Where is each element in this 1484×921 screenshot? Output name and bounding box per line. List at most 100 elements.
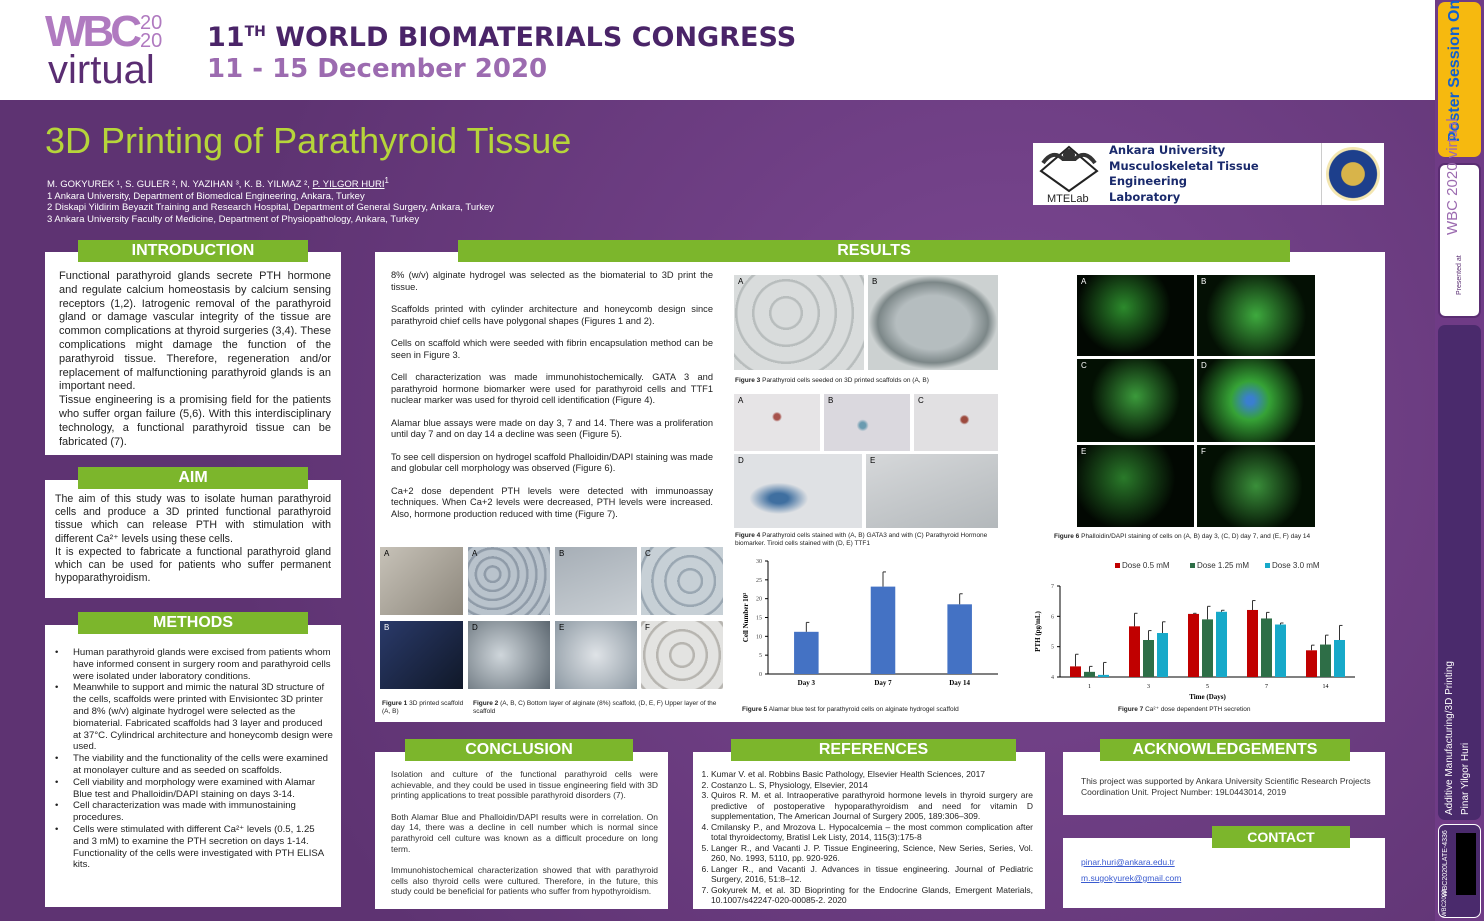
legend-label: Dose 0.5 mM [1122,561,1170,570]
methods-heading: METHODS [78,612,308,634]
figure4-image-a: A [734,394,820,451]
bar [794,631,819,674]
bar [1216,611,1227,677]
y-tick-label: 25 [756,578,762,584]
y-tick-label: 20 [756,597,762,603]
authors-block: M. GOKYUREK ¹, S. GULER ², N. YAZIHAN ³,… [47,175,494,225]
acknowledgements-section: This project was supported by Ankara Uni… [1063,752,1385,815]
bar [1157,633,1168,677]
bar [870,586,896,674]
figure7-chart: 4 5 6 7 1 3 5 7 14 PTH (pg/mL) Time (Days) Dose 0.5… [1034,561,1355,701]
bodybuilder-icon [1039,145,1099,193]
bar [1306,650,1317,677]
introduction-section: Functional parathyroid glands secrete PT… [45,252,341,455]
bar [1143,639,1154,677]
email-link[interactable]: pinar.huri@ankara.edu.tr [1081,857,1175,867]
y-tick-label: 7 [1051,584,1054,590]
bar [1261,618,1272,677]
figure2-image-a: A [468,547,550,615]
figure4-caption: Figure 4 Parathyroid cells stained with … [735,532,988,547]
conclusion-heading: CONCLUSION [405,739,633,761]
figure5-chart: 0 5 10 15 20 25 30 Day 3 Day 7 Day 14 Cell Number … [742,559,998,687]
legend-swatch [1265,563,1270,568]
figure2-caption: Figure 2 (A, B, C) Bottom layer of algin… [473,700,717,715]
bar [1084,671,1095,677]
figure6-image-e: E [1077,445,1194,527]
congress-dates: 11 - 15 December 2020 [207,54,548,84]
reference-item: Langer R., and Vacanti J. P. Tissue Engi… [711,843,1033,864]
reference-item: Langer R., and Vacanti J. Advances in ti… [711,864,1033,885]
aim-heading: AIM [78,467,308,489]
affiliation: 2 Diskapi Yildirim Beyazit Training and … [47,202,495,214]
x-tick-label: 1 [1088,684,1091,690]
contact-heading: CONTACT INFORMATION [1212,826,1350,867]
congress-header: WBC 20 20 virtual 11TH WORLD BIOMATERIALS… [0,0,1435,100]
figure6-image-a: A [1077,275,1194,356]
reference-item: Gokyurek M, et al. 3D Bioprinting for th… [711,885,1033,906]
bar [1129,626,1140,677]
figure4-image-b: B [824,394,910,451]
methods-item: Cell characterization was made with immu… [49,800,333,824]
session-sidebar: Poster Session Online WBC 2020 virtual P… [1435,0,1484,921]
results-heading: RESULTS [458,240,1290,262]
figure3-image-b: B [868,275,998,370]
x-tick-label: Day 3 [798,679,816,687]
figure2-image-e: E [555,621,637,689]
wbc-logo-year: 20 20 [140,12,163,52]
x-axis-label: Time (Days) [1189,693,1226,701]
acknowledgements-text: This project was supported by Ankara Uni… [1081,776,1371,797]
figure1-caption: Figure 1 3D printed scaffold (A, B) [382,700,464,715]
presenter-name: Pinar Yilgor Huri [1460,742,1471,815]
figure3-caption: Figure 3 Parathyroid cells seeded on 3D … [735,377,929,384]
x-tick-label: 3 [1147,684,1150,690]
poster-code-panel: WBC2020LATE-4336 WBC2020 [1438,824,1481,918]
methods-section: Human parathyroid glands were excised fr… [45,625,341,907]
conclusion-section: Isolation and culture of the functional … [375,752,668,909]
poster-title: 3D Printing of Parathyroid Tissue [45,120,572,161]
lab-banner: MTELab Ankara University Musculoskeletal … [1033,143,1384,205]
figure1-image-b: B [380,621,463,689]
bar [1247,609,1258,677]
poster-session-online-logo[interactable]: Poster Session Online [1438,0,1481,157]
methods-item: The viability and the functionality of t… [49,753,333,777]
reference-item: Quiros R. M. et al. Intraoperative parat… [711,790,1033,822]
figure3-image-a: A [734,275,864,370]
y-tick-label: 5 [759,653,762,659]
results-text: 8% (w/v) alginate hydrogel was selected … [391,270,713,519]
conclusion-text: Isolation and culture of the functional … [391,769,658,897]
affiliation: 1 Ankara University, Department of Biome… [47,190,365,202]
figure6-image-d: D [1197,359,1315,442]
methods-item: Meanwhile to support and mimic the natur… [49,682,333,753]
y-tick-label: 0 [759,672,762,678]
y-tick-label: 5 [1051,645,1054,651]
bar [1188,613,1199,677]
ankara-university-seal [1322,145,1384,203]
figure2-image-c: C [641,547,723,615]
figure1-image-a: A [380,547,463,615]
aim-text: The aim of this study was to isolate hum… [55,493,331,545]
x-tick-label: 7 [1265,684,1268,690]
y-tick-label: 4 [1051,675,1054,681]
aim-section: The aim of this study was to isolate hum… [45,480,341,598]
figure6-image-c: C [1077,359,1194,442]
x-tick-label: 14 [1323,684,1329,690]
bar [1320,644,1331,677]
email-link[interactable]: m.sugokyurek@gmail.com [1081,873,1182,883]
figure4-image-d: D [734,454,862,528]
x-tick-label: 5 [1206,684,1209,690]
x-tick-label: Day 7 [874,679,892,687]
figure2-image-f: F [641,621,723,689]
topic-label: Additive Manufacturing/3D Printing [1444,661,1455,815]
methods-item: Cell viability and morphology were exami… [49,777,333,801]
reference-item: Cmilansky P., and Mrozova L. Hypocalcemi… [711,822,1033,843]
bar [1098,674,1109,677]
lab-name: Ankara University Musculoskeletal Tissue … [1105,143,1322,205]
figure5-caption: Figure 5 Alamar blue test for parathyroi… [742,706,959,713]
references-heading: REFERENCES [731,739,1016,761]
introduction-heading: INTRODUCTION [78,240,308,262]
introduction-text: Functional parathyroid glands secrete PT… [59,270,331,393]
figure2-image-b: B [555,547,637,615]
introduction-text: Tissue engineering is a promising field … [59,394,331,448]
y-tick-label: 30 [756,559,762,565]
session-info-panel: Additive Manufacturing/3D Printing Pinar… [1438,325,1481,820]
